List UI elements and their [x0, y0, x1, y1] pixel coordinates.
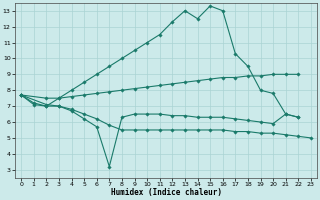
X-axis label: Humidex (Indice chaleur): Humidex (Indice chaleur): [110, 188, 221, 197]
